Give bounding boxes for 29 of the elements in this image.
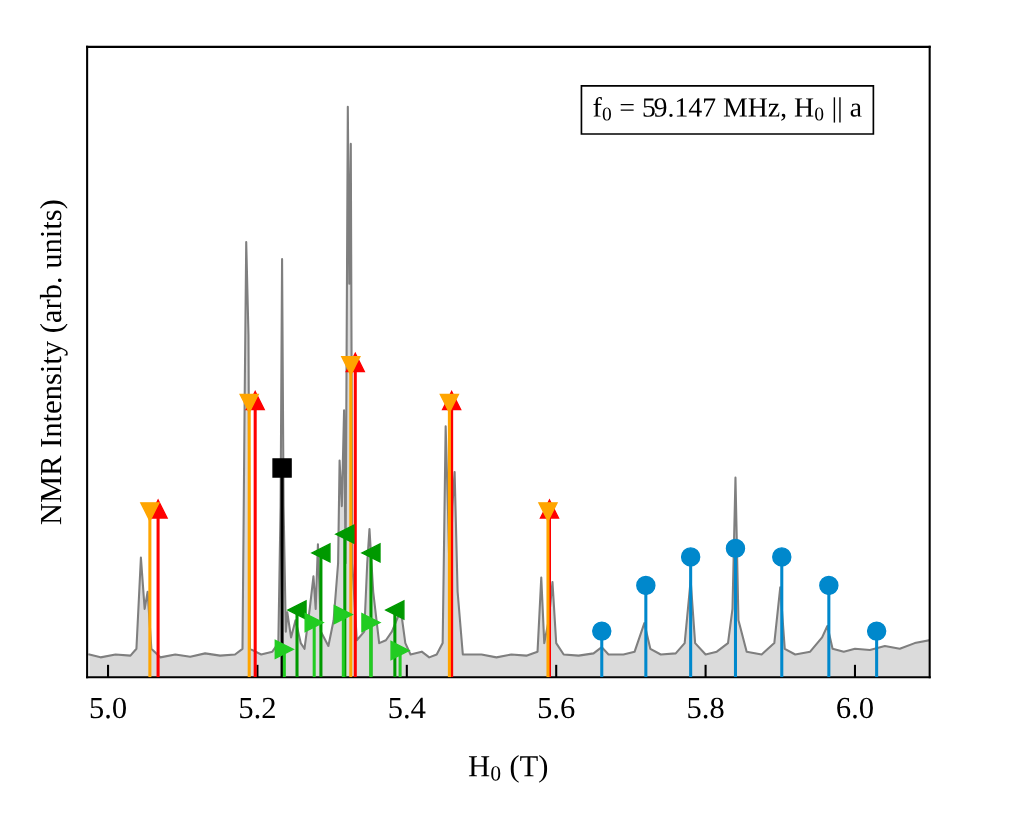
x-tick-label: 5.0 [90, 697, 126, 719]
point [680, 547, 701, 567]
point [390, 640, 410, 661]
annotation: f$_{0}$ = 59.147 MHz, H$_{0}$ || a [593, 97, 862, 123]
point [385, 600, 405, 620]
point [361, 612, 381, 633]
point [287, 600, 307, 620]
point [866, 621, 887, 641]
x-tick-label: 5.8 [688, 697, 724, 719]
x-tick-label: 6.0 [837, 697, 873, 719]
point [592, 621, 612, 641]
point [311, 543, 331, 563]
point [725, 538, 746, 559]
point [819, 575, 839, 596]
point [304, 612, 324, 633]
point [333, 604, 354, 625]
x-axis-title: H$_{0}$ (T) [468, 755, 548, 783]
point [272, 458, 292, 478]
point [239, 393, 259, 414]
point [335, 524, 355, 544]
x-tick-label: 5.6 [538, 697, 575, 719]
point [636, 575, 656, 596]
point [140, 502, 160, 522]
point [361, 543, 381, 563]
x-tick-label: 5.4 [389, 697, 426, 719]
point [772, 547, 792, 567]
point [274, 639, 295, 660]
x-tick-label: 5.2 [240, 697, 275, 719]
y-axis-title: NMR Intensity (arb. units) [39, 200, 68, 525]
